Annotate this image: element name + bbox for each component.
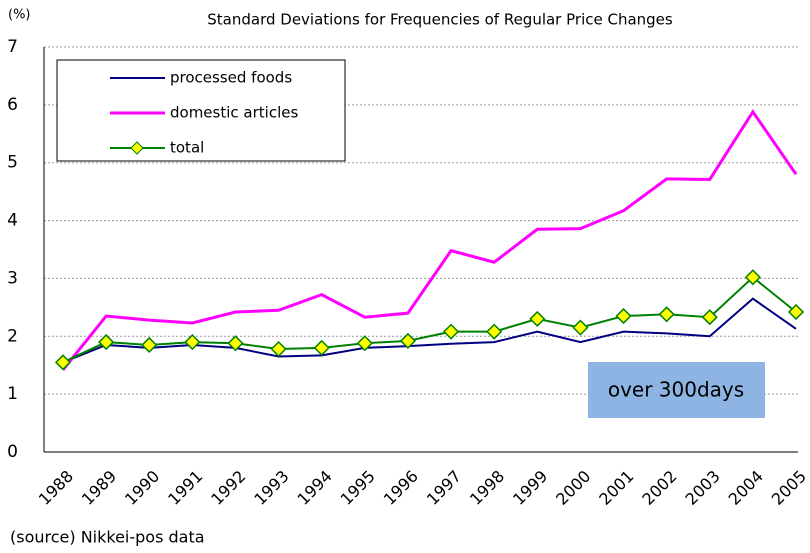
legend-label: processed foods xyxy=(170,69,292,87)
legend-marker xyxy=(130,141,144,155)
series-marker xyxy=(227,335,244,352)
x-tick-label: 1991 xyxy=(164,467,206,509)
series-marker xyxy=(399,332,417,349)
series-marker xyxy=(141,336,158,354)
series-line xyxy=(61,109,798,371)
y-tick-label: 4 xyxy=(7,211,18,231)
x-tick-label: 2001 xyxy=(595,467,637,509)
series-marker xyxy=(184,334,201,351)
series-line xyxy=(62,297,797,364)
annotation: over 300days xyxy=(608,378,744,402)
series-line xyxy=(62,275,797,364)
legend-label: domestic articles xyxy=(170,104,298,122)
x-tick-label: 2004 xyxy=(725,467,767,509)
x-tick-label: 1989 xyxy=(78,467,120,509)
annotation-box xyxy=(588,362,765,418)
y-axis-label: (%) xyxy=(8,8,31,23)
y-tick-label: 5 xyxy=(7,153,18,173)
x-tick-label: 2005 xyxy=(768,467,810,509)
series-marker xyxy=(270,340,287,358)
series-marker xyxy=(744,269,761,286)
series-marker xyxy=(529,310,546,327)
y-tick-label: 1 xyxy=(7,384,18,404)
x-tick-label: 1994 xyxy=(293,467,335,509)
x-tick-label: 1990 xyxy=(121,467,163,509)
series-marker xyxy=(787,303,805,321)
x-tick-label: 2002 xyxy=(638,467,680,509)
x-tick-label: 1997 xyxy=(423,467,465,509)
series-marker xyxy=(313,339,330,356)
series-marker xyxy=(98,334,115,351)
series-marker xyxy=(572,319,589,336)
x-tick-label: 2000 xyxy=(552,467,594,509)
x-tick-label: 1996 xyxy=(380,467,422,509)
series-marker xyxy=(486,323,503,340)
x-tick-label: 1999 xyxy=(509,467,551,509)
y-tick-label: 6 xyxy=(7,95,18,115)
x-tick-label: 1993 xyxy=(250,467,292,509)
series-marker xyxy=(701,309,718,326)
y-tick-label: 3 xyxy=(7,268,18,288)
source-note: (source) Nikkei-pos data xyxy=(10,528,205,547)
series-marker xyxy=(658,306,675,323)
legend-label: total xyxy=(170,139,204,157)
y-tick-label: 0 xyxy=(7,442,18,462)
x-tick-label: 1995 xyxy=(337,467,379,509)
series-marker xyxy=(442,323,460,340)
x-tick-label: 1998 xyxy=(466,467,508,509)
chart-title: Standard Deviations for Frequencies of R… xyxy=(207,11,673,29)
series-marker xyxy=(615,307,632,325)
y-tick-label: 2 xyxy=(7,326,18,346)
x-tick-label: 1992 xyxy=(207,467,249,509)
series-marker xyxy=(54,354,72,371)
series-marker xyxy=(356,335,373,352)
x-tick-label: 1988 xyxy=(35,467,77,509)
x-tick-label: 2003 xyxy=(682,467,724,509)
legend-box xyxy=(56,59,346,162)
y-tick-label: 7 xyxy=(7,37,18,57)
